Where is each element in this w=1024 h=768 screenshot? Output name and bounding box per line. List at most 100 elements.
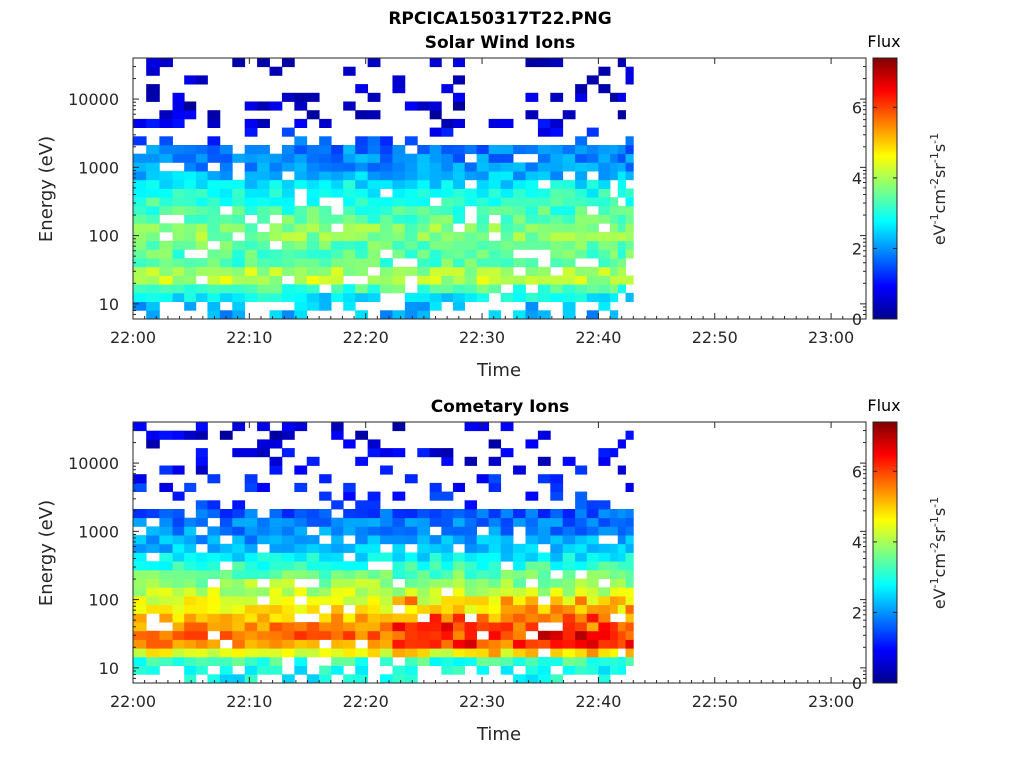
- heatmap-cell: [195, 179, 208, 189]
- heatmap-cell: [146, 310, 160, 320]
- heatmap-cell: [294, 656, 308, 666]
- heatmap-cell: [380, 569, 393, 579]
- heatmap-cell: [392, 422, 406, 432]
- colorbar-tick-label: 6: [852, 98, 862, 117]
- heatmap-cell: [429, 552, 442, 562]
- heatmap-cell: [537, 145, 551, 155]
- heatmap-cell: [586, 310, 599, 320]
- heatmap-cell: [617, 275, 626, 285]
- heatmap-cell: [404, 526, 418, 536]
- heatmap-cell: [610, 604, 619, 614]
- heatmap-cell: [500, 509, 514, 519]
- heatmap-cell: [257, 604, 270, 614]
- heatmap-cell: [133, 284, 147, 294]
- heatmap-cell: [452, 656, 465, 666]
- heatmap-cell: [207, 656, 221, 666]
- heatmap-cell: [257, 535, 270, 545]
- heatmap-cell: [159, 526, 173, 536]
- heatmap-cell: [625, 552, 634, 562]
- heatmap-cell: [625, 482, 634, 492]
- plot-frame: [132, 57, 867, 320]
- heatmap-cell: [476, 145, 490, 155]
- heatmap-cell: [133, 517, 147, 527]
- heatmap-cell: [625, 197, 634, 207]
- heatmap-cell: [195, 500, 208, 510]
- heatmap-cell: [343, 145, 356, 155]
- y-axis-label: Energy (eV): [36, 500, 57, 606]
- heatmap-cell: [281, 613, 295, 623]
- heatmap-cell: [550, 561, 564, 571]
- heatmap-cell: [133, 509, 147, 519]
- heatmap-cell: [598, 84, 611, 94]
- heatmap-cell: [610, 561, 619, 571]
- heatmap-cell: [380, 266, 393, 276]
- heatmap-cell: [306, 674, 320, 684]
- heatmap-cell: [367, 491, 381, 501]
- heatmap-cell: [500, 292, 514, 302]
- heatmap-cell: [133, 422, 147, 432]
- heatmap-cell: [269, 179, 283, 189]
- heatmap-cell: [598, 526, 611, 536]
- heatmap-cell: [331, 292, 344, 302]
- heatmap-cell: [195, 465, 208, 475]
- panel-solar-wind: Solar Wind Ions 22:00 22:10 22:20 22:30 22:4…: [36, 32, 949, 381]
- heatmap-cell: [257, 482, 270, 492]
- heatmap-cell: [306, 205, 320, 215]
- x-tick-label: 23:00: [808, 692, 854, 711]
- heatmap-cell: [232, 526, 246, 536]
- heatmap-cell: [343, 613, 356, 623]
- heatmap-cell: [367, 275, 381, 285]
- heatmap-cell: [625, 517, 634, 527]
- heatmap-cell: [617, 223, 626, 233]
- heatmap-cell: [429, 258, 442, 268]
- heatmap-cell: [598, 205, 611, 215]
- heatmap-cell: [476, 639, 490, 649]
- heatmap-cell: [417, 284, 431, 294]
- heatmap-cell: [598, 145, 611, 155]
- heatmap-cell: [232, 648, 246, 658]
- heatmap-cell: [598, 656, 611, 666]
- heatmap-cell: [244, 535, 258, 545]
- heatmap-cell: [133, 292, 147, 302]
- heatmap-cell: [441, 205, 454, 215]
- heatmap-cell: [610, 569, 619, 579]
- heatmap-cell: [343, 188, 356, 198]
- heatmap-cell: [244, 526, 258, 536]
- heatmap-cell: [380, 552, 393, 562]
- heatmap-cell: [429, 639, 442, 649]
- heatmap-cell: [367, 171, 381, 181]
- heatmap-cell: [319, 188, 332, 198]
- heatmap-cell: [184, 214, 197, 224]
- heatmap-cell: [281, 232, 295, 242]
- heatmap-cell: [172, 145, 185, 155]
- heatmap-cell: [343, 648, 356, 658]
- heatmap-cell: [452, 613, 465, 623]
- heatmap-cell: [269, 578, 283, 588]
- heatmap-cell: [441, 223, 454, 233]
- heatmap-cell: [367, 648, 381, 658]
- heatmap-cell: [429, 214, 442, 224]
- heatmap-cell: [525, 543, 539, 553]
- heatmap-cell: [537, 474, 551, 484]
- heatmap-cell: [488, 275, 502, 285]
- heatmap-cell: [294, 569, 308, 579]
- heatmap-cell: [355, 258, 369, 268]
- heatmap-cell: [452, 526, 465, 536]
- heatmap-cell: [404, 171, 418, 181]
- heatmap-cell: [281, 448, 295, 458]
- heatmap-cell: [159, 587, 173, 597]
- heatmap-cell: [617, 249, 626, 259]
- heatmap-cell: [404, 674, 418, 684]
- heatmap-cell: [331, 552, 344, 562]
- heatmap-cell: [537, 656, 551, 666]
- heatmap-cell: [550, 543, 564, 553]
- heatmap-cell: [575, 535, 588, 545]
- heatmap-cell: [586, 596, 599, 606]
- heatmap-cell: [537, 578, 551, 588]
- colorbar-tick-label: 0: [852, 310, 862, 329]
- heatmap-cell: [367, 526, 381, 536]
- heatmap-cell: [575, 275, 588, 285]
- heatmap-cell: [562, 639, 576, 649]
- heatmap-cell: [219, 543, 233, 553]
- heatmap-cell: [355, 578, 369, 588]
